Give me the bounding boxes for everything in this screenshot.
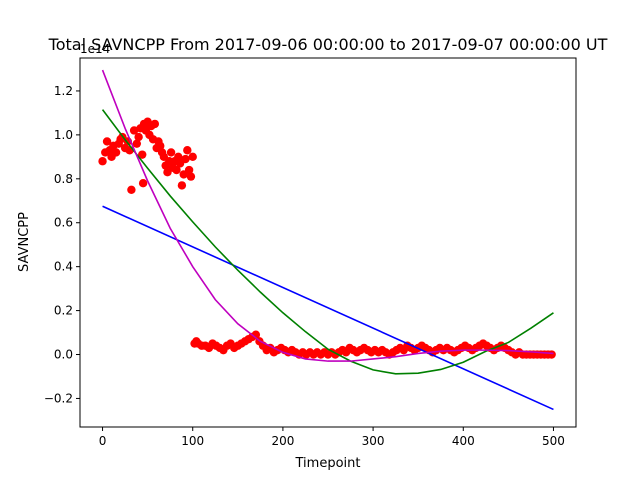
scatter-point bbox=[186, 172, 196, 181]
scatter-point bbox=[111, 148, 121, 157]
scatter-point bbox=[156, 141, 165, 151]
plot-frame bbox=[80, 58, 576, 427]
scatter-point bbox=[150, 119, 160, 129]
scatter-point bbox=[188, 152, 197, 162]
x-axis: 0 100 200 300 400 500 bbox=[99, 427, 565, 448]
x-tick-label: 500 bbox=[542, 434, 565, 448]
scatter-point bbox=[102, 137, 112, 146]
scatter-point bbox=[183, 146, 192, 155]
y-tick-label: 0.8 bbox=[54, 172, 73, 186]
y-tick-label: 0.6 bbox=[54, 216, 73, 230]
cubic-fit-line bbox=[101, 69, 554, 362]
scatter-point bbox=[547, 350, 556, 359]
y-tick-label: −0.2 bbox=[44, 391, 73, 405]
quadratic-fit-line bbox=[101, 109, 554, 375]
y-axis: −0.2 0.0 0.2 0.4 0.6 0.8 1.0 1.2 bbox=[44, 84, 80, 405]
y-tick-label: 1.2 bbox=[54, 84, 73, 98]
y-offset-label: 1e14 bbox=[80, 42, 110, 56]
scatter-point bbox=[138, 150, 147, 159]
scatter-point bbox=[132, 139, 142, 148]
plot-border bbox=[79, 57, 577, 428]
scatter-point bbox=[181, 154, 190, 164]
scatter-point bbox=[138, 178, 148, 188]
y-axis-label: SAVNCPP bbox=[17, 212, 32, 272]
y-tick-label: 0.4 bbox=[54, 260, 73, 274]
scatter-point bbox=[166, 148, 176, 157]
x-tick-label: 400 bbox=[452, 434, 475, 448]
x-axis-label: Timepoint bbox=[295, 456, 361, 471]
scatter-point bbox=[172, 165, 181, 175]
scatter-point bbox=[184, 165, 194, 175]
y-tick-label: 0.0 bbox=[54, 348, 73, 362]
y-tick-label: 1.0 bbox=[54, 128, 73, 142]
series-layer bbox=[98, 69, 556, 411]
scatter-point bbox=[127, 185, 136, 194]
x-tick-label: 100 bbox=[181, 434, 204, 448]
x-tick-label: 200 bbox=[271, 434, 294, 448]
scatter-point bbox=[98, 157, 107, 166]
chart-title: Total SAVNCPP From 2017-09-06 00:00:00 t… bbox=[48, 35, 608, 54]
y-tick-label: 0.2 bbox=[54, 304, 73, 318]
x-tick-label: 300 bbox=[362, 434, 385, 448]
scatter-point bbox=[177, 181, 187, 190]
scatter-point bbox=[134, 132, 143, 142]
scatter-point bbox=[174, 152, 183, 162]
scatter-point bbox=[129, 126, 139, 135]
x-tick-label: 0 bbox=[99, 434, 107, 448]
plot-area bbox=[79, 57, 577, 428]
